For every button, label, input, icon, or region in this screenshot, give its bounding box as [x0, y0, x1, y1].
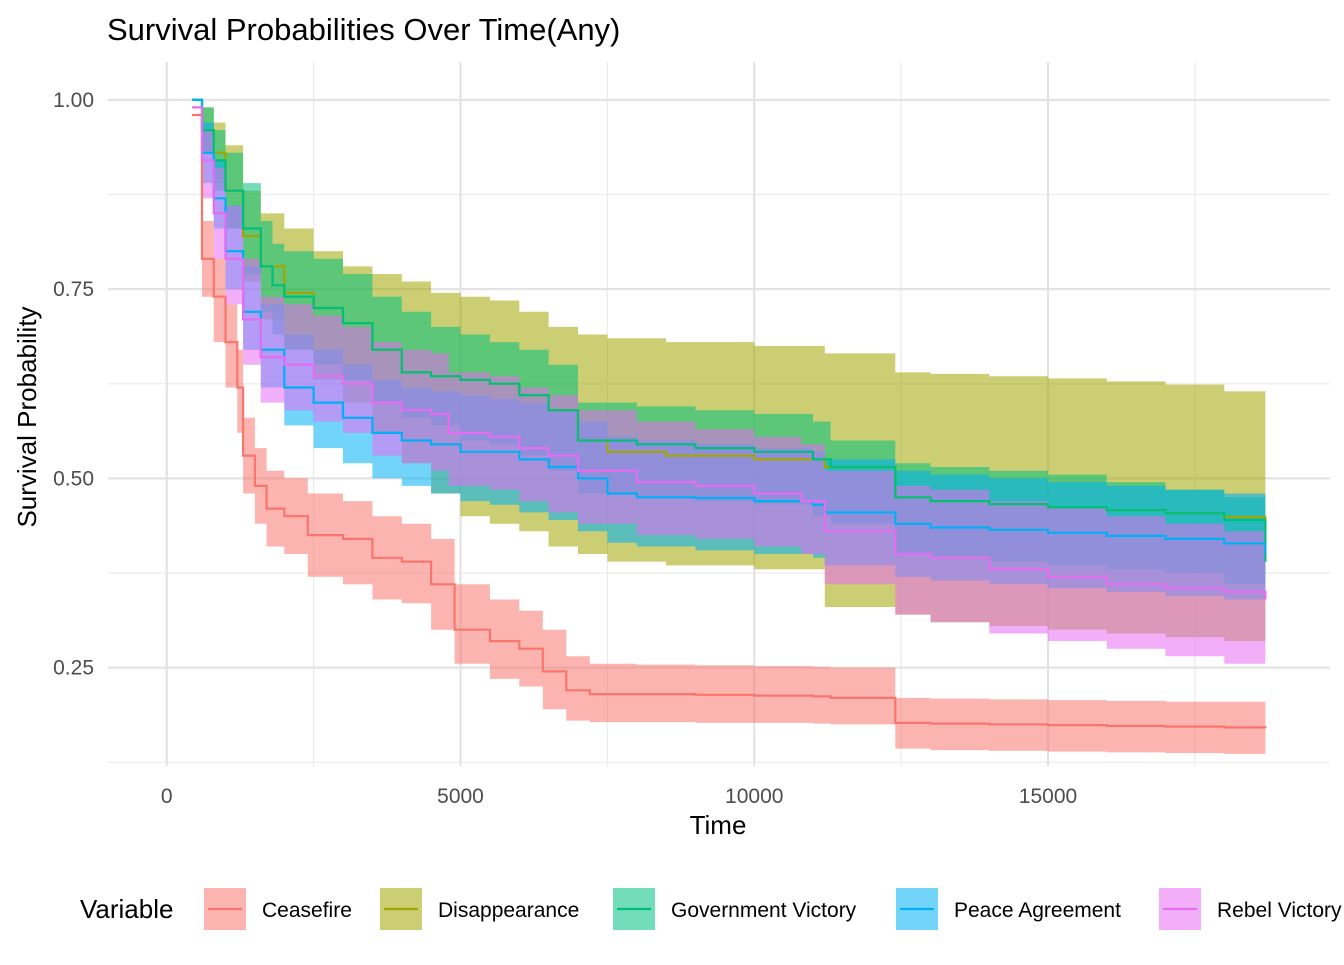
y-tick-label: 0.25 — [53, 657, 94, 680]
ribbon-rebel-victory — [192, 107, 1266, 676]
legend-label-government-victory: Government Victory — [671, 899, 857, 922]
x-axis-title: Time — [690, 810, 747, 840]
line-government-victory — [192, 98, 1267, 562]
line-rebel-victory — [192, 106, 1267, 600]
line-layer — [192, 98, 1267, 729]
legend-label-rebel-victory: Rebel Victory — [1217, 899, 1342, 922]
y-tick-label: 0.75 — [53, 278, 94, 301]
legend-label-peace-agreement: Peace Agreement — [954, 899, 1121, 922]
ribbon-ceasefire — [192, 115, 1266, 756]
legend-items: Ceasefire Disappearance Government Victory… — [204, 888, 1342, 930]
legend-title: Variable — [80, 894, 173, 924]
y-tick-label: 0.50 — [53, 467, 94, 490]
x-tick-label: 10000 — [725, 785, 783, 808]
legend-label-disappearance: Disappearance — [438, 899, 579, 922]
y-axis-title: Survival Probability — [12, 306, 42, 527]
chart-title: Survival Probabilities Over Time(Any) — [107, 12, 620, 47]
axis-layer: 0 5000 10000 15000 0.25 0.50 0.75 1.00 — [53, 89, 1077, 808]
y-tick-label: 1.00 — [53, 89, 94, 112]
x-tick-label: 0 — [161, 785, 173, 808]
legend-label-ceasefire: Ceasefire — [262, 899, 352, 922]
ribbon-layer — [192, 99, 1266, 756]
x-tick-label: 15000 — [1019, 785, 1077, 808]
line-ceasefire — [192, 113, 1267, 729]
legend: Variable Ceasefire Disappearance Governmen… — [80, 888, 1342, 930]
x-tick-label: 5000 — [437, 785, 484, 808]
